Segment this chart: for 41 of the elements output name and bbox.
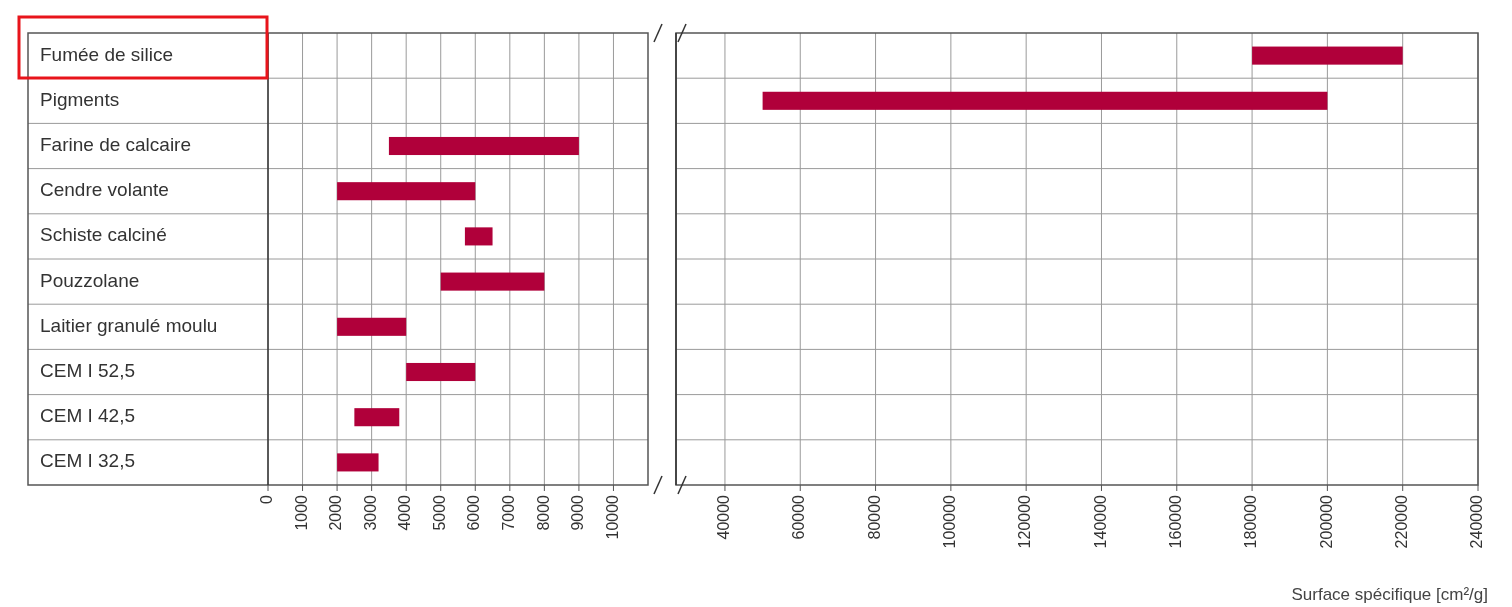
bar	[406, 362, 476, 382]
bar	[464, 227, 493, 246]
x-tick-label: 80000	[865, 494, 883, 540]
y-tick-label: Schiste calciné	[40, 224, 167, 246]
x-tick-label: 60000	[790, 494, 808, 540]
x-tick-label: 200000	[1317, 494, 1335, 549]
bar	[337, 317, 407, 336]
y-tick-label: Fumée de silice	[40, 43, 174, 65]
y-tick-label: CEM I 32,5	[40, 450, 136, 472]
x-tick-label: 160000	[1167, 494, 1185, 549]
x-tick-label: 1000	[292, 494, 310, 531]
x-tick-label: 40000	[715, 494, 733, 540]
x-tick-label: 120000	[1016, 494, 1034, 549]
x-tick-label: 0	[258, 494, 276, 504]
y-tick-label: CEM I 42,5	[40, 405, 136, 427]
x-tick-label: 180000	[1242, 494, 1260, 549]
x-tick-label: 220000	[1392, 494, 1410, 549]
x-tick-label: 3000	[361, 494, 379, 531]
x-tick-label: 140000	[1091, 494, 1109, 549]
x-tick-label: 9000	[569, 494, 587, 531]
x-tick-label: 5000	[430, 494, 448, 531]
x-tick-label: 100000	[941, 494, 959, 549]
bar	[354, 408, 400, 427]
y-tick-label: CEM I 52,5	[40, 360, 136, 382]
bar	[440, 272, 545, 291]
x-tick-label: 8000	[534, 494, 552, 531]
y-tick-label: Farine de calcaire	[40, 134, 192, 156]
x-tick-label: 6000	[465, 494, 483, 531]
y-tick-label: Pigments	[40, 88, 120, 110]
x-tick-label: 240000	[1468, 494, 1486, 549]
bar	[337, 453, 379, 472]
y-tick-label: Laitier granulé moulu	[40, 314, 218, 336]
y-tick-label: Cendre volante	[40, 179, 169, 201]
bar	[388, 136, 579, 156]
x-tick-label: 4000	[396, 494, 414, 531]
x-tick-label: 7000	[500, 494, 518, 531]
x-tick-label: 2000	[327, 494, 345, 531]
y-tick-label: Pouzzolane	[40, 269, 140, 291]
x-axis-title: Surface spécifique [cm²/g]	[1291, 585, 1488, 604]
bar	[337, 182, 476, 201]
x-tick-label: 10000	[603, 494, 621, 540]
